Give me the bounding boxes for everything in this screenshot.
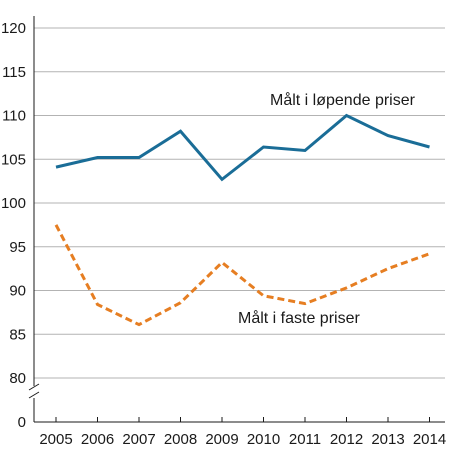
x-tick-label: 2007 <box>122 431 155 448</box>
y-tick-label: 105 <box>1 151 26 168</box>
series-lines <box>54 113 431 327</box>
x-tick-label: 2010 <box>247 431 280 448</box>
y-tick-label: 95 <box>9 239 26 256</box>
series-labels: Målt i løpende priser Målt i faste prise… <box>238 91 416 327</box>
series-line-1 <box>54 224 431 327</box>
x-tick-label: 2009 <box>205 431 238 448</box>
y-tick-label: 100 <box>1 195 26 212</box>
axes <box>28 16 445 423</box>
x-tick-label: 2012 <box>330 431 363 448</box>
x-tick-labels: 2005 2006 2007 2008 2009 2010 2011 2012 2013 2014 <box>39 431 446 448</box>
axis-break-mark <box>28 383 40 391</box>
y-tick-label: 0 <box>18 414 26 431</box>
x-tick-label: 2011 <box>289 431 321 448</box>
x-tick-label: 2008 <box>164 431 197 448</box>
y-tick-labels: 0 80 85 90 95 100 105 110 115 120 <box>1 20 26 431</box>
series-label-current-prices: Målt i løpende priser <box>270 91 416 109</box>
x-tick-label: 2006 <box>81 431 114 448</box>
y-tick-label: 120 <box>1 20 26 37</box>
gridlines <box>34 27 445 379</box>
x-tick-label: 2013 <box>371 431 404 448</box>
axis-break-mark <box>28 391 40 399</box>
y-tick-label: 80 <box>9 370 26 387</box>
x-tick-label: 2005 <box>39 431 72 448</box>
y-tick-label: 90 <box>9 283 26 300</box>
series-label-fixed-prices: Målt i faste priser <box>238 309 360 327</box>
series-line-0 <box>55 113 430 182</box>
y-tick-label: 85 <box>9 326 26 343</box>
y-tick-label: 110 <box>2 108 26 125</box>
x-tick-label: 2014 <box>413 431 446 448</box>
y-tick-label: 115 <box>2 64 26 81</box>
